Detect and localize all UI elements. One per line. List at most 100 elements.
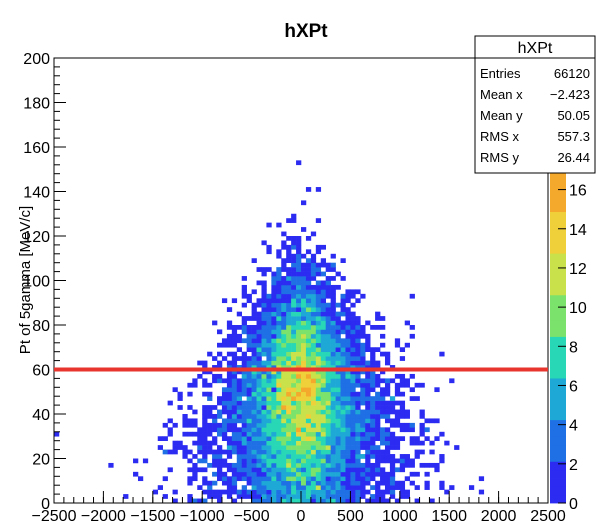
heatmap-cell: [276, 485, 282, 490]
heatmap-cell: [301, 338, 307, 344]
heatmap-cell: [325, 471, 331, 477]
heatmap-cell: [384, 431, 391, 437]
heatmap-cell: [291, 418, 297, 424]
heatmap-cell: [286, 373, 292, 379]
heatmap-cell: [325, 302, 331, 308]
heatmap-cell: [305, 400, 312, 406]
heatmap-cell: [305, 289, 312, 295]
heatmap-cell: [325, 485, 331, 490]
heatmap-cell: [340, 302, 346, 308]
y-tick-label: 200: [23, 51, 50, 68]
x-tick-label: −2000: [81, 508, 126, 525]
heatmap-cell: [365, 449, 371, 455]
heatmap-cell: [370, 462, 376, 468]
heatmap-cell: [409, 440, 415, 446]
heatmap-cell: [375, 489, 381, 495]
heatmap-cell: [345, 307, 351, 312]
heatmap-cell: [286, 360, 292, 366]
heatmap-cell: [325, 333, 331, 339]
heatmap-cell: [335, 356, 341, 361]
heatmap-cell: [330, 320, 336, 326]
heatmap-cell: [301, 293, 307, 299]
heatmap-cell: [340, 462, 346, 468]
color-scale-band: [550, 170, 566, 179]
heatmap-cell: [350, 427, 356, 433]
heatmap-cell: [305, 356, 312, 361]
heatmap-cell: [310, 431, 317, 437]
heatmap-cell: [301, 373, 307, 379]
heatmap-cell: [226, 494, 233, 499]
heatmap-cell: [256, 431, 262, 437]
heatmap-cell: [251, 494, 257, 499]
heatmap-cell: [301, 365, 307, 370]
heatmap-cell: [320, 476, 326, 482]
heatmap-cell: [444, 489, 450, 495]
heatmap-cell: [281, 480, 287, 486]
heatmap-cell: [310, 387, 317, 393]
heatmap-cell: [399, 489, 406, 495]
heatmap-cell: [246, 365, 252, 370]
heatmap-cell: [301, 284, 307, 290]
heatmap-cell: [305, 422, 312, 428]
heatmap-cell: [404, 422, 410, 428]
heatmap-cell: [261, 489, 267, 495]
heatmap-cell: [221, 449, 228, 455]
heatmap-cell: [335, 422, 341, 428]
heatmap-cell: [241, 431, 247, 437]
heatmap-cell: [375, 347, 381, 352]
heatmap-cell: [261, 333, 267, 339]
heatmap-cell: [335, 320, 341, 326]
heatmap-cell: [365, 440, 371, 446]
heatmap-cell: [404, 378, 410, 384]
heatmap-cell: [468, 485, 475, 490]
heatmap-cell: [212, 480, 218, 486]
heatmap-cell: [404, 476, 410, 482]
heatmap-cell: [340, 485, 346, 490]
heatmap-cell: [276, 480, 282, 486]
heatmap-cell: [281, 431, 287, 437]
stats-value: 50.05: [557, 108, 590, 123]
heatmap-cell: [409, 427, 415, 433]
heatmap-cell: [340, 276, 346, 281]
heatmap-cell: [286, 249, 292, 255]
heatmap-cell: [360, 356, 366, 361]
heatmap-cell: [320, 356, 326, 361]
heatmap-cell: [256, 480, 262, 486]
heatmap-cell: [310, 365, 317, 370]
heatmap-cell: [409, 333, 415, 339]
heatmap-cell: [281, 267, 287, 272]
heatmap-cell: [360, 427, 366, 433]
heatmap-cell: [286, 445, 292, 450]
heatmap-cell: [276, 489, 282, 495]
heatmap-cell: [315, 400, 322, 406]
heatmap-cell: [192, 462, 198, 468]
heatmap-cell: [345, 311, 351, 317]
heatmap-cell: [256, 409, 262, 415]
heatmap-cell: [340, 494, 346, 499]
heatmap-cell: [276, 454, 282, 459]
heatmap-cell: [389, 436, 396, 441]
heatmap-cell: [207, 427, 213, 433]
heatmap-cell: [281, 382, 287, 388]
heatmap-cell: [325, 405, 331, 410]
heatmap-cell: [256, 298, 262, 304]
heatmap-cell: [256, 311, 262, 317]
heatmap-cell: [296, 351, 302, 357]
heatmap-cell: [167, 418, 173, 424]
heatmap-cell: [335, 494, 341, 499]
heatmap-cell: [286, 414, 292, 419]
heatmap-cell: [261, 329, 267, 335]
heatmap-cell: [360, 387, 366, 393]
heatmap-cell: [241, 276, 247, 281]
heatmap-cell: [320, 320, 326, 326]
heatmap-cell: [212, 405, 218, 410]
heatmap-cell: [384, 485, 391, 490]
heatmap-cell: [340, 391, 346, 397]
heatmap-cell: [167, 427, 173, 433]
heatmap-cell: [345, 373, 351, 379]
heatmap-cell: [350, 289, 356, 295]
heatmap-cell: [355, 320, 361, 326]
heatmap-cell: [167, 431, 173, 437]
heatmap-cell: [320, 262, 326, 268]
heatmap-cell: [246, 298, 252, 304]
